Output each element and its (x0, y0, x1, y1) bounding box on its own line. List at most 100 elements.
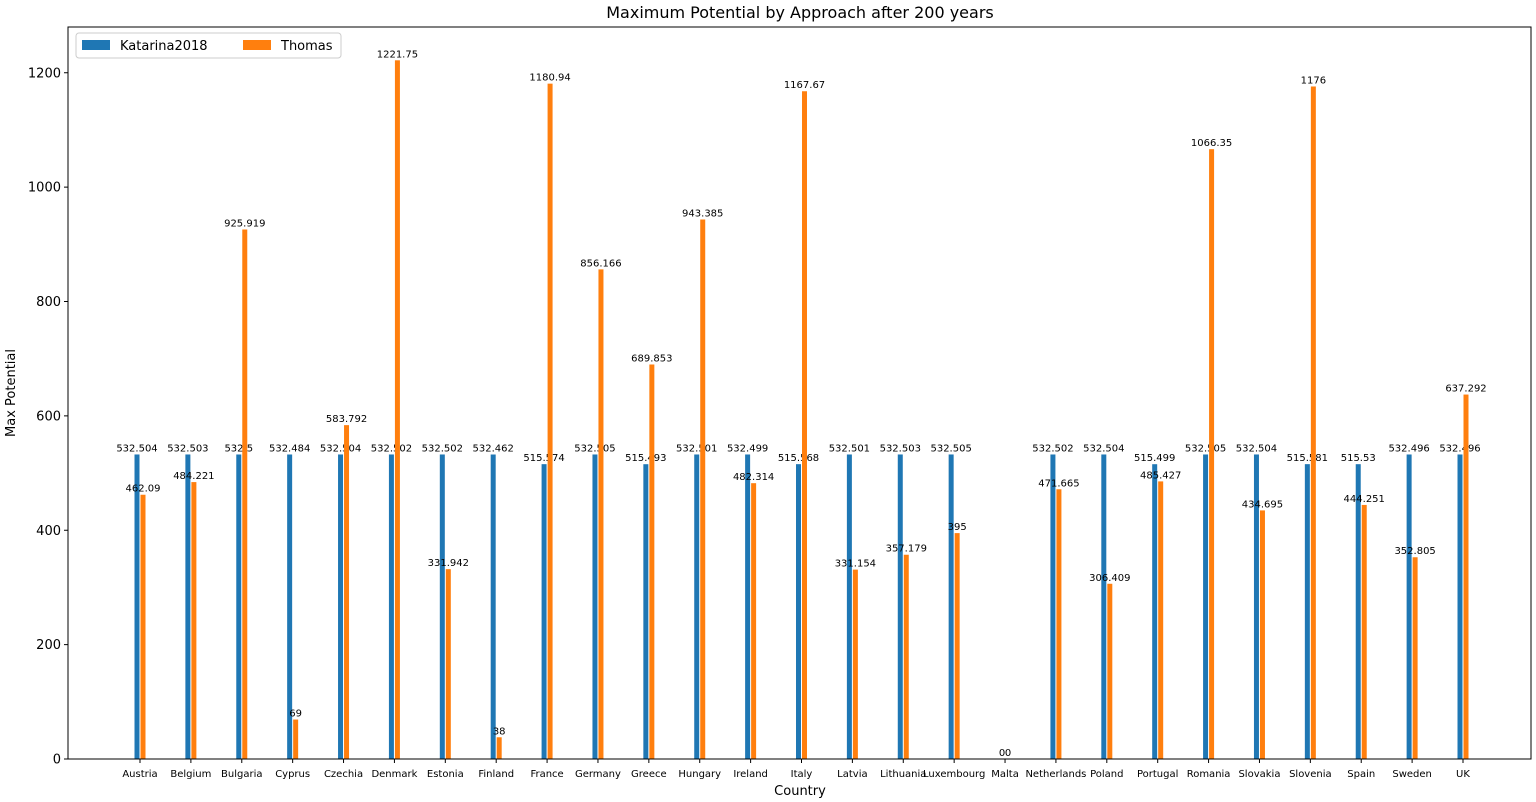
x-tick-label: Portugal (1137, 769, 1178, 780)
data-label: 532.505 (930, 443, 971, 454)
bar-thomas-slovenia (1310, 86, 1316, 760)
data-label: 532.502 (422, 443, 463, 454)
bar-katarina2018-belgium (185, 454, 191, 759)
data-label: 69 (289, 709, 302, 720)
bar-katarina2018-poland (1101, 454, 1107, 759)
y-tick-label: 400 (36, 524, 61, 539)
x-tick-label: Romania (1187, 769, 1231, 780)
data-label: 1180.94 (529, 73, 570, 84)
data-label: 0 (1005, 748, 1011, 759)
data-label: 331.942 (428, 558, 469, 569)
data-label: 532.504 (1083, 443, 1124, 454)
bar-katarina2018-hungary (694, 454, 700, 759)
data-label: 484.221 (173, 471, 214, 482)
bar-katarina2018-netherlands (1050, 454, 1056, 759)
data-label: 532.484 (269, 443, 310, 454)
data-label: 0 (999, 748, 1005, 759)
bar-thomas-finland (496, 737, 502, 759)
bar-katarina2018-finland (490, 454, 496, 759)
bar-katarina2018-slovenia (1304, 464, 1310, 759)
chart-title: Maximum Potential by Approach after 200 … (606, 3, 994, 22)
bar-katarina2018-spain (1355, 464, 1361, 759)
data-label: 1221.75 (377, 49, 418, 60)
data-label: 331.154 (835, 559, 876, 570)
y-tick-label: 0 (53, 753, 61, 768)
bar-katarina2018-germany (592, 454, 598, 759)
data-label: 532.501 (829, 443, 870, 454)
bar-katarina2018-uk (1457, 454, 1463, 759)
data-label: 515.493 (625, 453, 666, 464)
data-label: 1176 (1301, 75, 1326, 86)
x-tick-label: Estonia (427, 769, 464, 780)
data-label: 357.179 (886, 544, 927, 555)
data-label: 515.499 (1134, 453, 1175, 464)
data-label: 637.292 (1445, 384, 1486, 395)
data-label: 444.251 (1344, 494, 1385, 505)
bar-thomas-uk (1463, 394, 1469, 759)
x-tick-label: Malta (991, 769, 1019, 780)
legend-box (75, 32, 342, 59)
x-tick-label: Belgium (170, 769, 211, 780)
x-tick-label: Lithuania (880, 769, 926, 780)
x-tick-label: France (530, 769, 563, 780)
bar-thomas-bulgaria (242, 229, 248, 760)
data-label: 515.581 (1287, 453, 1328, 464)
bar-katarina2018-slovakia (1253, 454, 1259, 759)
y-tick-label: 600 (36, 409, 61, 424)
y-tick-label: 1200 (28, 66, 61, 81)
data-label: 462.09 (126, 484, 161, 495)
x-tick-label: Austria (122, 769, 157, 780)
x-tick-label: Ireland (733, 769, 768, 780)
legend: Katarina2018 Thomas (75, 32, 342, 59)
x-tick-label: Cyprus (275, 769, 310, 780)
y-axis: 0 200 400 600 800 1000 1200 (28, 66, 68, 768)
x-tick-label: Italy (791, 769, 813, 780)
data-label: 485.427 (1140, 470, 1181, 481)
bar-thomas-lithuania (903, 554, 909, 759)
y-tick-label: 200 (36, 638, 61, 653)
bar-thomas-denmark (394, 60, 400, 760)
bar-katarina2018-romania (1203, 454, 1209, 759)
bar-thomas-poland (1107, 583, 1113, 759)
bar-thomas-france (547, 83, 553, 759)
bar-katarina2018-france (541, 464, 547, 759)
x-tick-label: Greece (631, 769, 667, 780)
x-axis-label: Country (774, 784, 826, 799)
bar-thomas-belgium (191, 482, 197, 759)
data-label: 532.5 (224, 443, 253, 454)
bar-thomas-hungary (700, 219, 706, 759)
x-tick-label: Spain (1347, 769, 1375, 780)
bar-thomas-italy (802, 91, 807, 760)
data-label: 532.504 (116, 443, 157, 454)
data-label: 532.502 (371, 443, 412, 454)
legend-swatch-thomas (243, 40, 271, 50)
data-label: 38 (493, 726, 506, 737)
data-label: 583.792 (326, 414, 367, 425)
bar-katarina2018-latvia (846, 454, 852, 759)
bar-thomas-luxembourg (954, 533, 960, 759)
bar-thomas-estonia (445, 569, 451, 759)
data-label: 1066.35 (1191, 138, 1232, 149)
data-label: 532.503 (880, 443, 921, 454)
data-label: 689.853 (631, 353, 672, 364)
data-label: 471.665 (1038, 478, 1079, 489)
y-tick-label: 800 (36, 295, 61, 310)
bar-thomas-latvia (852, 569, 858, 759)
y-axis-label: Max Potential (4, 349, 19, 437)
legend-label-katarina2018: Katarina2018 (120, 39, 208, 54)
data-label: 515.53 (1341, 453, 1376, 464)
data-label: 856.166 (580, 258, 621, 269)
x-tick-label: Denmark (371, 769, 417, 780)
x-tick-label: UK (1456, 769, 1470, 780)
data-label: 532.502 (1032, 443, 1073, 454)
x-tick-label: Slovakia (1238, 769, 1280, 780)
x-tick-label: Poland (1090, 769, 1123, 780)
bar-katarina2018-austria (134, 454, 140, 759)
bar-thomas-cyprus (293, 719, 299, 759)
x-tick-label: Sweden (1392, 769, 1432, 780)
bar-thomas-austria (140, 494, 146, 759)
bar-thomas-portugal (1158, 481, 1164, 759)
bar-thomas-spain (1361, 504, 1367, 759)
data-label: 1167.67 (784, 80, 825, 91)
